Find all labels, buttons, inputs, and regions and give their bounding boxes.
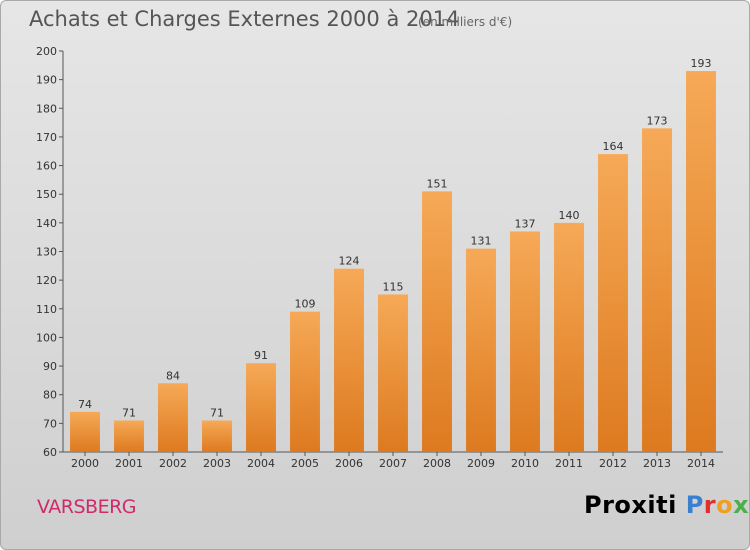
- bar-2012: [598, 154, 628, 452]
- bar-2003: [202, 420, 232, 452]
- y-tick-label: 160: [36, 160, 57, 173]
- bar-2007: [378, 294, 408, 452]
- x-tick-label: 2011: [555, 457, 583, 470]
- data-label-2011: 140: [559, 209, 580, 222]
- data-label-2003: 71: [210, 406, 224, 419]
- data-label-2005: 109: [295, 298, 316, 311]
- data-label-2008: 151: [427, 177, 448, 190]
- x-tick-label: 2013: [643, 457, 671, 470]
- logo-text: Proxiti: [584, 491, 677, 519]
- data-labels: 74 71 84 71 91 109 124 115 151 131 137 140 164 173 193: [78, 57, 712, 419]
- bar-2009: [466, 248, 496, 452]
- bar-series: [70, 71, 716, 453]
- y-tick-label: 120: [36, 274, 57, 287]
- y-tick-label: 190: [36, 74, 57, 87]
- data-label-2001: 71: [122, 406, 136, 419]
- logo-letters: Proxiti: [685, 491, 750, 519]
- logo-letter: o: [716, 491, 734, 519]
- x-axis: 2000 2001 2002 2003 2004 2005 2006 2007 2008 2009…: [63, 451, 723, 470]
- bar-2002: [158, 383, 188, 452]
- data-label-2010: 137: [515, 217, 536, 230]
- y-axis: 60 70 80 90 100 110 120 130 140 150 160 170 180 190 20…: [36, 45, 64, 459]
- bar-2005: [290, 311, 320, 452]
- y-tick-label: 80: [43, 389, 57, 402]
- chart-title: Achats et Charges Externes 2000 à 2014: [29, 7, 460, 31]
- y-tick-label: 90: [43, 360, 57, 373]
- y-tick-label: 180: [36, 102, 57, 115]
- chart-subtitle: (en milliers d'€): [418, 15, 513, 29]
- proxiti-logo[interactable]: Proxiti Proxiti: [584, 491, 750, 519]
- bar-2000: [70, 411, 100, 452]
- x-tick-label: 2005: [291, 457, 319, 470]
- data-label-2000: 74: [78, 398, 92, 411]
- x-tick-label: 2009: [467, 457, 495, 470]
- logo-letter: r: [703, 491, 717, 519]
- data-label-2004: 91: [254, 349, 268, 362]
- x-tick-label: 2001: [115, 457, 143, 470]
- y-tick-label: 110: [36, 303, 57, 316]
- place-name: VARSBERG: [37, 496, 137, 518]
- y-tick-label: 150: [36, 188, 57, 201]
- bar-2008: [422, 191, 452, 452]
- x-tick-label: 2014: [687, 457, 715, 470]
- data-label-2013: 173: [647, 114, 668, 127]
- x-tick-label: 2004: [247, 457, 275, 470]
- data-label-2012: 164: [603, 140, 624, 153]
- x-tick-label: 2006: [335, 457, 363, 470]
- bar-2001: [114, 420, 144, 452]
- bar-2013: [642, 128, 672, 452]
- y-tick-label: 100: [36, 331, 57, 344]
- x-tick-label: 2007: [379, 457, 407, 470]
- x-tick-label: 2012: [599, 457, 627, 470]
- y-tick-label: 130: [36, 246, 57, 259]
- logo-letter: x: [733, 491, 750, 519]
- data-label-2007: 115: [383, 280, 404, 293]
- bar-2006: [334, 268, 364, 452]
- x-tick-label: 2000: [71, 457, 99, 470]
- x-tick-label: 2003: [203, 457, 231, 470]
- y-tick-label: 70: [43, 417, 57, 430]
- y-tick-label: 140: [36, 217, 57, 230]
- x-tick-label: 2008: [423, 457, 451, 470]
- y-tick-label: 60: [43, 446, 57, 459]
- data-label-2002: 84: [166, 369, 180, 382]
- bar-2010: [510, 231, 540, 452]
- bar-2014: [686, 71, 716, 453]
- bar-2004: [246, 363, 276, 452]
- x-tick-label: 2002: [159, 457, 187, 470]
- y-tick-label: 170: [36, 131, 57, 144]
- data-label-2009: 131: [471, 235, 492, 248]
- bar-2011: [554, 222, 584, 452]
- logo-letter: P: [685, 491, 704, 519]
- data-label-2014: 193: [691, 57, 712, 70]
- data-label-2006: 124: [339, 255, 360, 268]
- x-tick-label: 2010: [511, 457, 539, 470]
- y-tick-label: 200: [36, 45, 57, 58]
